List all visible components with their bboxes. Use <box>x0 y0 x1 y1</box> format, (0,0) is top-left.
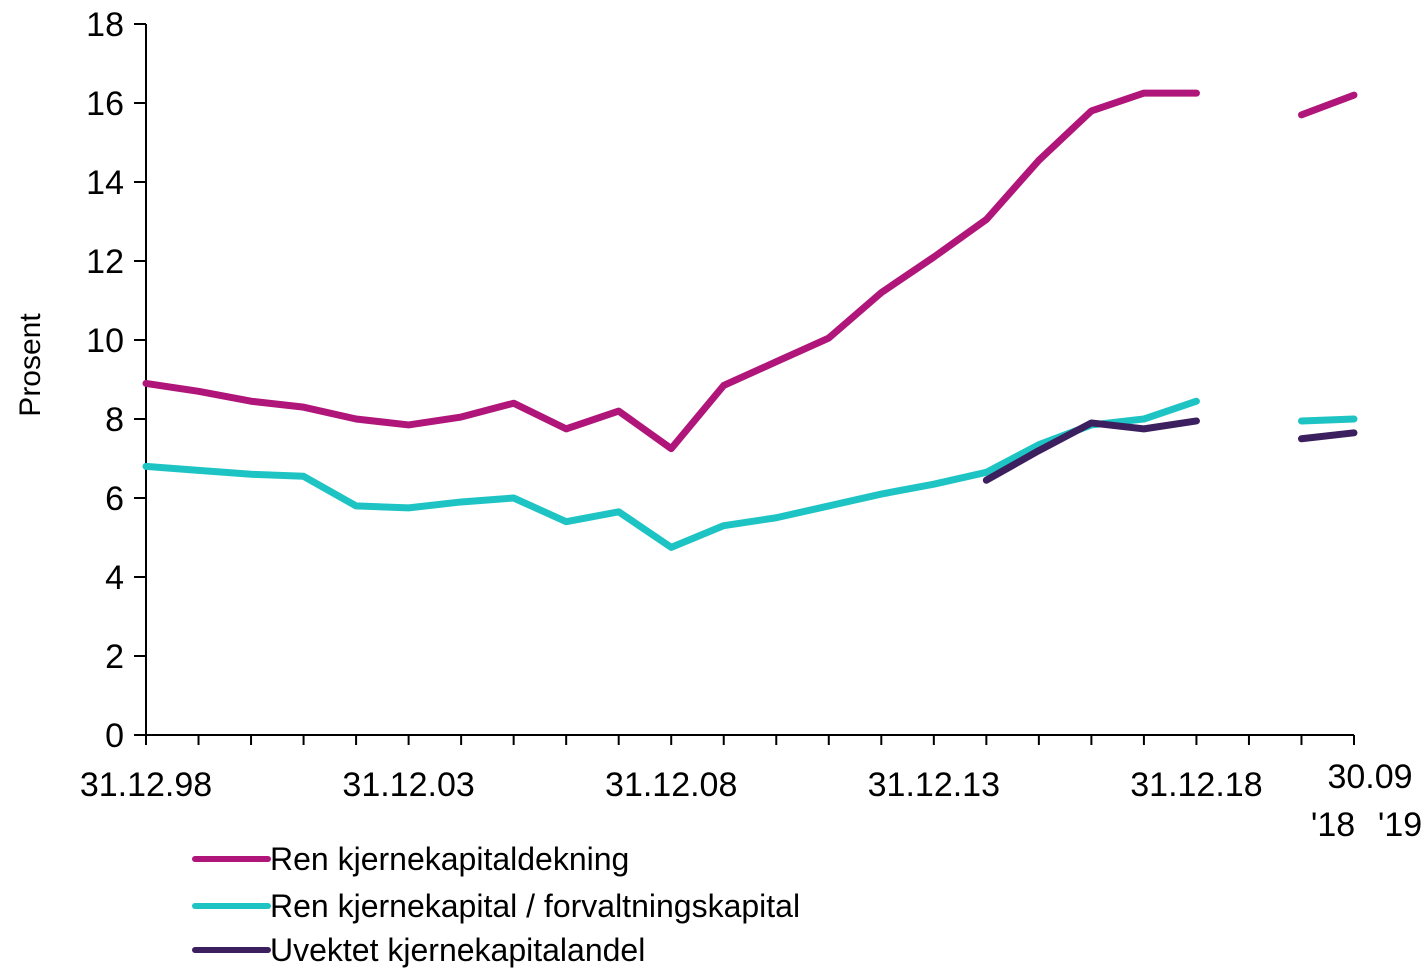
y-tick-label: 4 <box>105 559 124 597</box>
x-tick-label-quarter-year: '19 <box>1378 806 1422 844</box>
y-tick-label: 8 <box>105 401 124 439</box>
x-tick-label-quarter-year: '18 <box>1311 806 1355 844</box>
x-tick-label: 31.12.03 <box>342 766 474 804</box>
series-3-line <box>982 417 1200 484</box>
legend-label-series-2: Ren kjernekapital / forvaltningskapital <box>270 888 800 924</box>
y-tick-label: 6 <box>105 480 124 518</box>
x-tick-label: 31.12.18 <box>1130 766 1262 804</box>
y-axis-ticks: 0 2 4 6 8 10 12 14 16 18 <box>86 6 146 755</box>
series-2-line <box>142 397 1200 551</box>
series-lines <box>142 89 1358 551</box>
x-tick-label: 31.12.98 <box>80 766 212 804</box>
y-tick-label: 16 <box>86 85 124 123</box>
y-tick-label: 18 <box>86 6 124 44</box>
x-tick-label-quarter: 30.09 <box>1327 758 1412 796</box>
x-tick-label: 31.12.13 <box>868 766 1000 804</box>
y-tick-label: 0 <box>105 717 124 755</box>
series-1-line <box>142 89 1200 453</box>
series-3-line <box>1297 429 1358 443</box>
legend-label-series-3: Uvektet kjernekapitalandel <box>270 932 645 968</box>
y-tick-label: 10 <box>86 322 124 360</box>
y-tick-label: 12 <box>86 243 124 281</box>
x-tick-label: 31.12.08 <box>605 766 737 804</box>
series-1-line <box>1297 91 1358 119</box>
series-2-line <box>1297 415 1358 425</box>
legend: Ren kjernekapitaldekning Ren kjernekapit… <box>192 841 800 968</box>
x-axis-ticks: 31.12.98 31.12.03 31.12.08 31.12.13 31.12.18… <box>80 735 1422 844</box>
y-tick-label: 2 <box>105 638 124 676</box>
y-axis-title: Prosent <box>14 313 47 417</box>
y-tick-label: 14 <box>86 164 124 202</box>
legend-label-series-1: Ren kjernekapitaldekning <box>270 841 629 877</box>
